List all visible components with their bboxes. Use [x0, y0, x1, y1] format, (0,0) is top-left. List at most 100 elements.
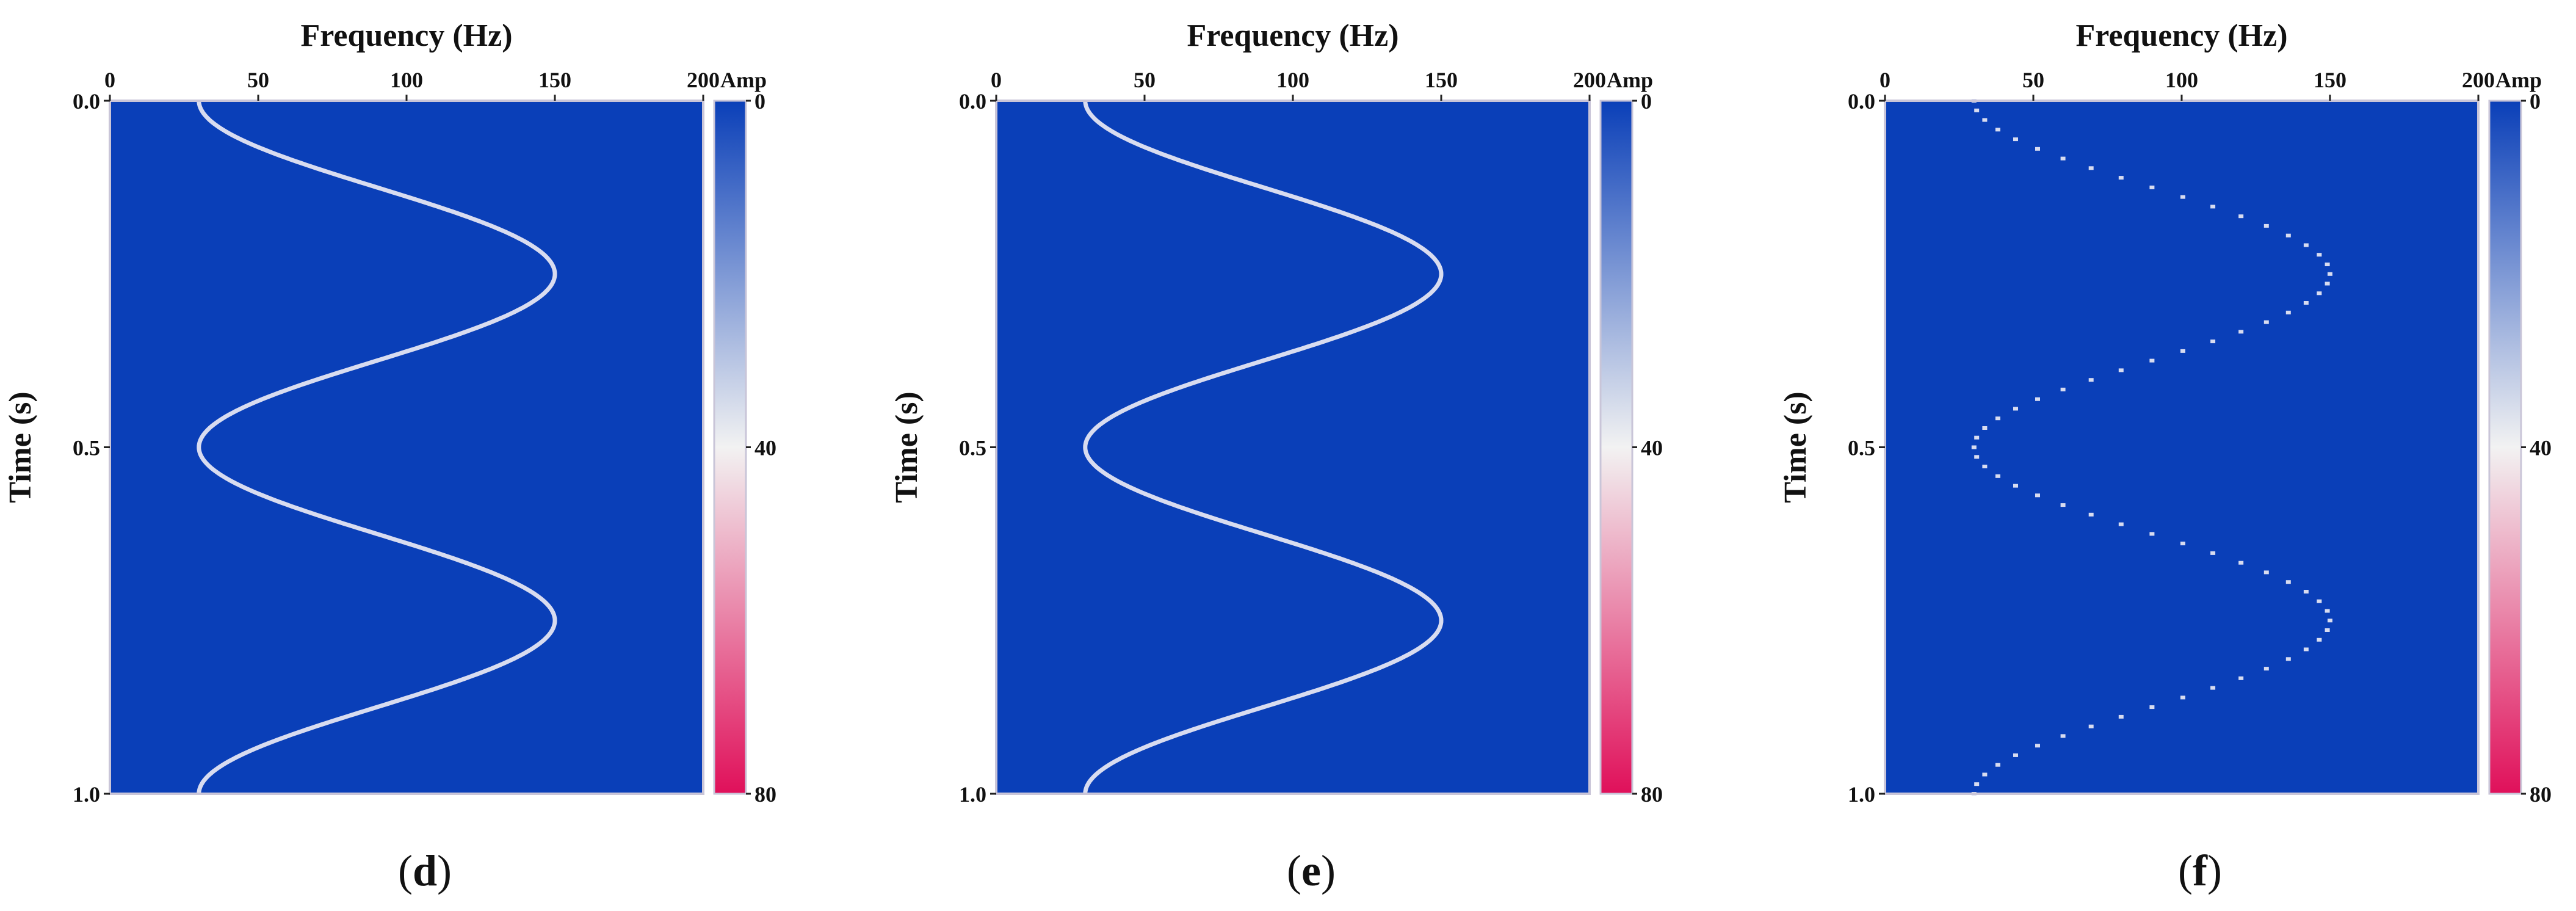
spectral-point — [2303, 647, 2309, 651]
spectral-point — [2118, 714, 2124, 719]
spectral-point — [1982, 118, 1988, 122]
spectral-point — [1995, 763, 2000, 767]
spectral-point — [1974, 455, 1980, 459]
spectral-point — [2013, 137, 2018, 142]
x-tick-label: 0 — [991, 68, 1002, 92]
panel-label-open: ( — [2178, 846, 2193, 895]
y-axis-title: Time (s) — [1778, 391, 1813, 503]
spectral-point — [2285, 657, 2291, 661]
colorbar-tick-label: 40 — [1641, 436, 1663, 460]
y-tick-label: 1.0 — [1848, 782, 1875, 807]
colorbar-tick-label: 80 — [754, 782, 776, 807]
spectral-point — [1995, 474, 2000, 478]
spectral-point — [2149, 185, 2155, 189]
spectral-point — [2088, 378, 2094, 382]
x-tick-label: 150 — [1425, 68, 1458, 92]
x-tick-label: 200 — [1573, 68, 1606, 92]
colorbar-tick-label: 0 — [1641, 89, 1652, 114]
spectral-point — [1974, 108, 1980, 112]
spectral-point — [2303, 590, 2309, 593]
x-axis-title: Frequency (Hz) — [1187, 18, 1398, 53]
panel-label: (d) — [398, 846, 452, 895]
spectral-point — [2035, 397, 2040, 401]
x-tick-label: 150 — [2314, 68, 2346, 92]
spectral-point — [2317, 599, 2322, 603]
colorbar-title: Amp — [720, 68, 767, 92]
spectral-point — [2285, 233, 2291, 238]
spectral-point — [2210, 339, 2216, 344]
spectral-point — [2317, 291, 2322, 296]
y-tick-label: 0.5 — [959, 436, 986, 460]
panel-label-letter: f — [2193, 846, 2208, 895]
colorbar-title: Amp — [2495, 68, 2542, 92]
colorbar-title: Amp — [1607, 68, 1653, 92]
x-tick-label: 100 — [390, 68, 423, 92]
y-tick-label: 0.0 — [73, 89, 100, 114]
spectral-point — [2328, 272, 2332, 276]
x-tick-label: 200 — [2462, 68, 2495, 92]
spectral-point — [2238, 561, 2244, 565]
spectral-point — [2118, 176, 2124, 180]
x-axis-title: Frequency (Hz) — [300, 18, 512, 53]
spectral-point — [2210, 686, 2216, 690]
spectral-point — [1974, 782, 1980, 786]
x-tick-label: 50 — [2022, 68, 2044, 92]
spectral-point — [2180, 542, 2185, 546]
spectral-point — [1974, 435, 1980, 440]
x-tick-label: 0 — [1880, 68, 1890, 92]
panel-label-close: ) — [1321, 846, 1336, 895]
spectral-point — [2325, 628, 2330, 632]
spectral-point — [2060, 734, 2066, 738]
panel-label-letter: d — [413, 846, 437, 895]
chart-panel-d: Frequency (Hz) 0 50 100 150 200 Time (s) 0.0 0.5… — [3, 18, 776, 895]
spectral-point — [2149, 705, 2155, 710]
spectral-point — [2238, 330, 2244, 334]
x-tick-label: 150 — [538, 68, 571, 92]
spectral-point — [2325, 263, 2330, 266]
panel-label-open: ( — [398, 846, 413, 895]
colorbar-tick-label: 40 — [754, 436, 776, 460]
spectral-point — [2180, 195, 2185, 199]
spectral-curve — [1083, 100, 1444, 794]
spectral-point — [2210, 551, 2216, 555]
spectral-point — [2060, 503, 2066, 507]
spectral-point — [1971, 445, 1977, 449]
heatmap-background — [1885, 101, 2478, 794]
x-tick-label: 0 — [104, 68, 115, 92]
spectral-point — [2035, 493, 2040, 498]
x-tick-label: 100 — [2165, 68, 2198, 92]
x-tick-label: 200 — [687, 68, 720, 92]
y-tick-label: 0.5 — [1848, 436, 1875, 460]
x-tick-label: 100 — [1276, 68, 1309, 92]
y-tick-label: 0.5 — [73, 436, 100, 460]
spectral-point — [2303, 301, 2309, 305]
spectral-point — [2013, 753, 2018, 757]
spectral-point — [2285, 580, 2291, 584]
heatmap-background — [996, 101, 1590, 794]
x-tick-label: 50 — [247, 68, 269, 92]
panel-label-open: ( — [1287, 846, 1301, 895]
spectral-point — [2210, 205, 2216, 209]
x-tick-label: 50 — [1134, 68, 1156, 92]
y-tick-label: 0.0 — [959, 89, 986, 114]
spectral-point — [1982, 772, 1988, 777]
colorbar — [1599, 100, 1634, 795]
y-tick-label: 1.0 — [73, 782, 100, 807]
spectral-point — [1995, 128, 2000, 132]
spectral-point — [2013, 407, 2018, 411]
spectral-point — [2060, 387, 2066, 391]
spectral-point — [2118, 522, 2124, 526]
y-axis-title: Time (s) — [3, 391, 38, 503]
spectral-point — [2013, 484, 2018, 488]
panel-label: (f) — [2178, 846, 2222, 895]
colorbar-tick-label: 80 — [1641, 782, 1663, 807]
panel-label-close: ) — [2207, 846, 2222, 895]
spectral-point — [2149, 358, 2155, 363]
colorbar-tick-label: 40 — [2530, 436, 2552, 460]
spectral-point — [2263, 223, 2269, 228]
y-axis-title: Time (s) — [889, 391, 924, 503]
spectral-point — [2325, 281, 2330, 286]
spectral-point — [2325, 609, 2330, 613]
spectral-point — [1995, 416, 2000, 421]
spectral-curve — [197, 100, 557, 794]
